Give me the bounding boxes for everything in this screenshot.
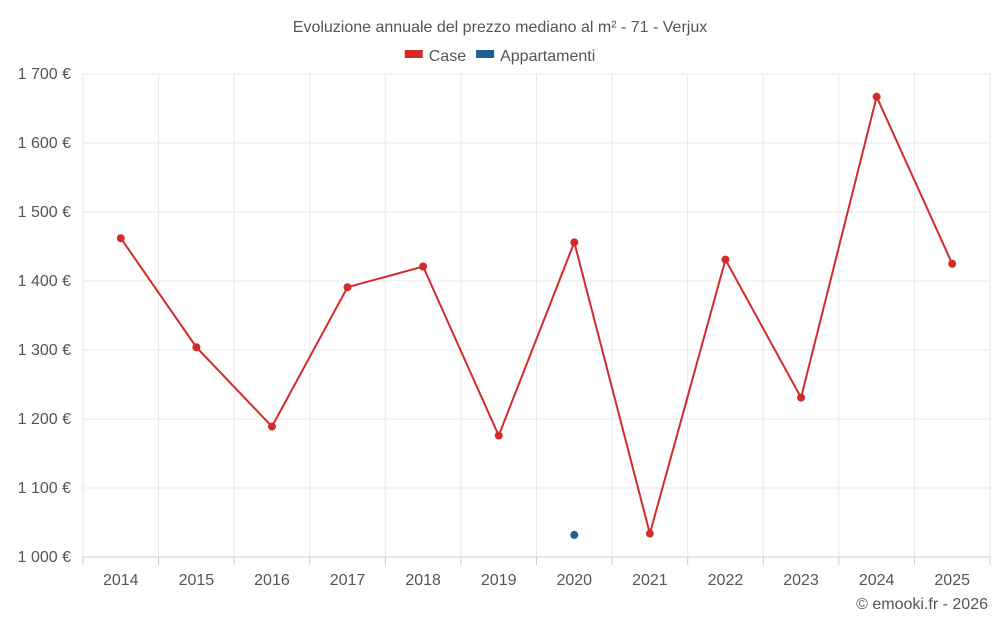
data-point-case[interactable] [192, 343, 201, 352]
data-point-case[interactable] [570, 238, 579, 247]
x-tick-label: 2019 [481, 572, 517, 589]
y-tick-label: 1 200 € [18, 411, 71, 428]
y-tick-label: 1 300 € [18, 342, 71, 359]
legend-label: Case [429, 48, 466, 65]
legend-label: Appartamenti [500, 48, 595, 65]
series-line-case [119, 93, 954, 538]
x-tick-label: 2015 [179, 572, 215, 589]
data-point-case[interactable] [721, 255, 730, 264]
data-point-case[interactable] [116, 234, 125, 243]
y-tick-label: 1 400 € [18, 273, 71, 290]
series [116, 92, 957, 539]
data-point-case[interactable] [645, 529, 654, 538]
data-point-case[interactable] [872, 92, 881, 101]
y-tick-label: 1 600 € [18, 135, 71, 152]
x-tick-label: 2017 [330, 572, 366, 589]
data-point-case[interactable] [494, 431, 503, 440]
legend-swatch [476, 50, 495, 58]
credit-text: © emooki.fr - 2026 [856, 596, 988, 613]
y-tick-label: 1 500 € [18, 204, 71, 221]
x-tick-label: 2024 [859, 572, 895, 589]
data-point-case[interactable] [419, 262, 428, 271]
grid [82, 73, 991, 557]
x-tick-label: 2018 [405, 572, 441, 589]
x-tick-label: 2020 [556, 572, 592, 589]
data-point-case[interactable] [343, 283, 352, 292]
data-point-case[interactable] [267, 422, 276, 431]
x-tick-label: 2016 [254, 572, 290, 589]
axes: 1 000 € 1 100 € 1 200 € 1 300 € 1 400 € 1 500… [18, 66, 991, 589]
data-point-case[interactable] [797, 393, 806, 402]
y-tick-label: 1 000 € [18, 549, 71, 566]
y-tick-label: 1 100 € [18, 480, 71, 497]
x-tick-label: 2014 [103, 572, 139, 589]
y-tick-label: 1 700 € [18, 66, 71, 83]
x-tick-label: 2023 [783, 572, 819, 589]
data-point-appartamenti[interactable] [570, 530, 579, 539]
legend-item-case[interactable]: Case [404, 48, 466, 65]
legend[interactable]: Case Appartamenti [404, 48, 596, 65]
x-tick-label: 2021 [632, 572, 668, 589]
chart-title: Evoluzione annuale del prezzo mediano al… [293, 19, 707, 36]
legend-item-appartamenti[interactable]: Appartamenti [476, 48, 595, 65]
x-tick-label: 2022 [708, 572, 744, 589]
legend-swatch [404, 50, 423, 58]
x-tick-label: 2025 [934, 572, 970, 589]
data-point-case[interactable] [948, 259, 957, 268]
